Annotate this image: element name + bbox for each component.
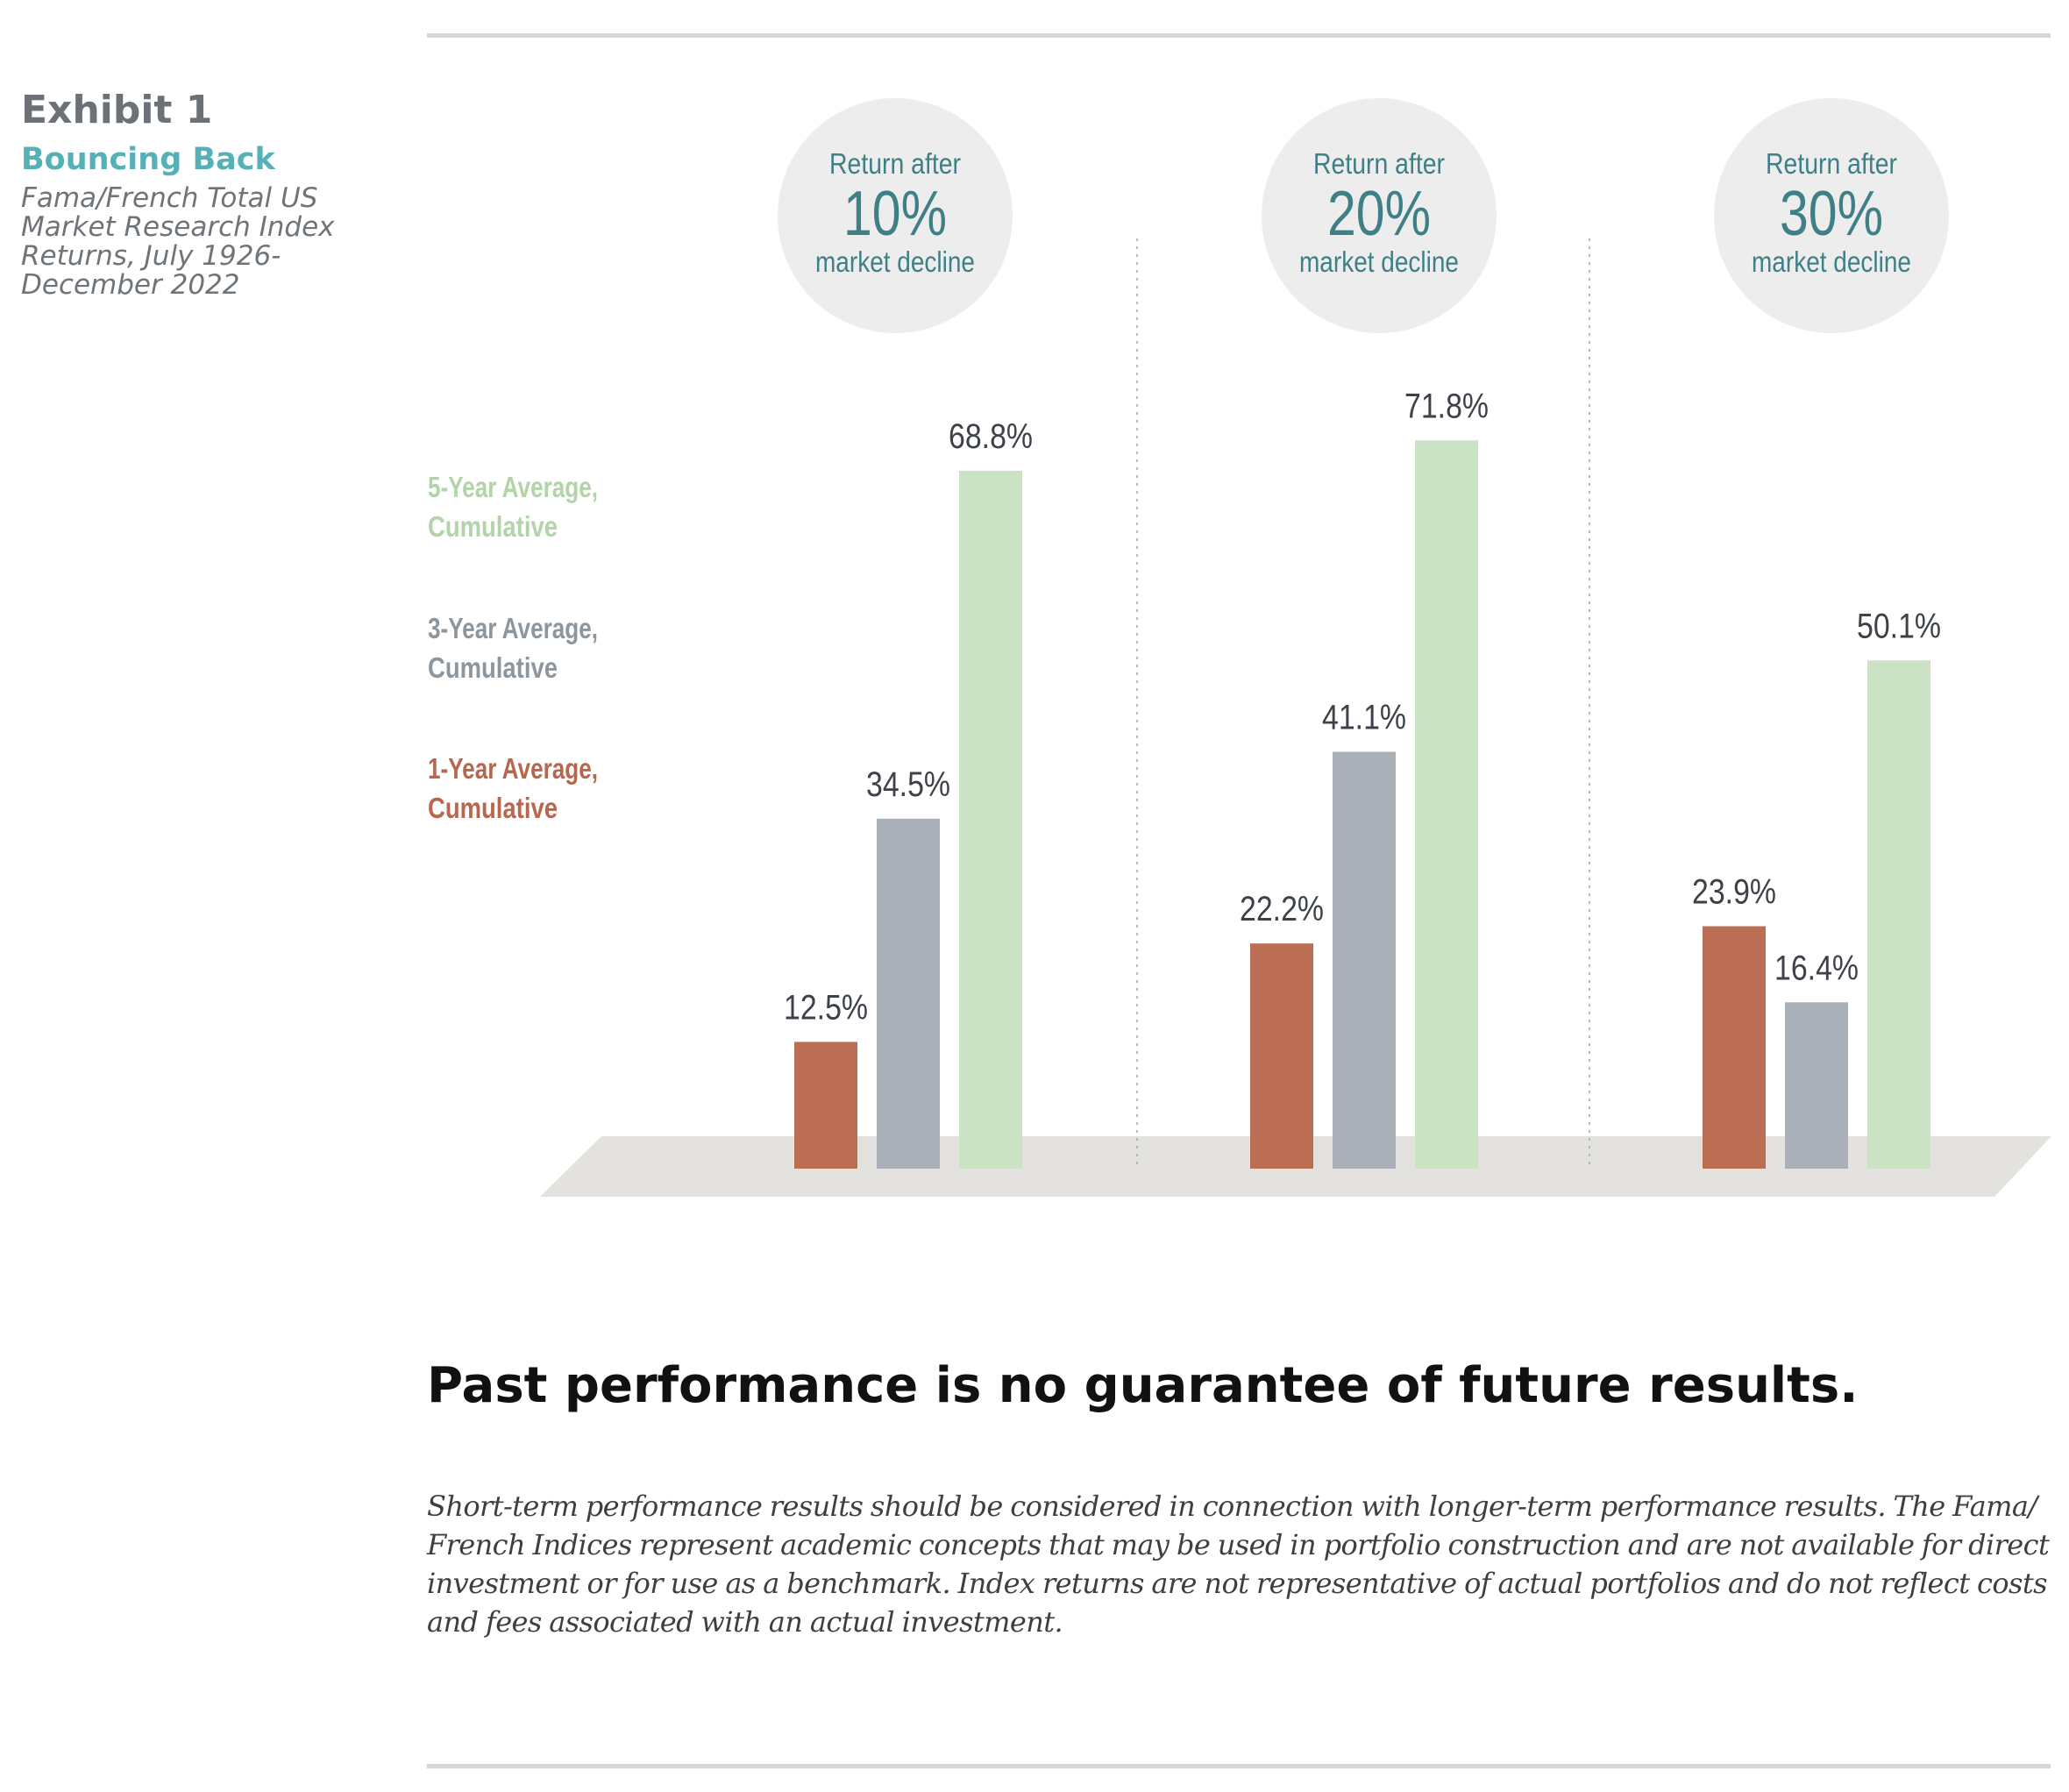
category-bottom-label: market decline [1299, 245, 1459, 278]
bar-s2-g1 [877, 818, 940, 1169]
legend-series-2-line-1: 3-Year Average, [428, 612, 598, 644]
bar-s1-g1 [794, 1042, 857, 1169]
bar-s2-g3 [1785, 1002, 1848, 1169]
value-label-s1-g1: 12.5% [784, 988, 868, 1027]
bar-s3-g2 [1415, 440, 1478, 1169]
legend-series-3-line-2: Cumulative [428, 510, 558, 543]
bottom-divider [427, 1764, 2051, 1768]
category-top-label: Return after [1313, 147, 1445, 180]
value-label-s2-g3: 16.4% [1774, 949, 1859, 987]
legend-series-1-line-2: Cumulative [428, 792, 558, 824]
performance-headline: Past performance is no guarantee of futu… [427, 1357, 1859, 1414]
category-bottom-label: market decline [1752, 245, 1911, 278]
category-circle-3 [1714, 98, 1949, 333]
top-divider [427, 33, 2051, 38]
bar-s3-g3 [1867, 660, 1930, 1169]
category-value-label: 30% [1780, 179, 1883, 249]
exhibit-label: Exhibit 1 [21, 88, 213, 132]
value-label-s3-g3: 50.1% [1857, 607, 1941, 645]
value-label-s1-g3: 23.9% [1692, 872, 1776, 911]
value-label-s2-g1: 34.5% [866, 765, 950, 804]
legend-series-1-line-1: 1-Year Average, [428, 752, 598, 785]
bar-s2-g2 [1333, 751, 1396, 1169]
value-label-s2-g2: 41.1% [1322, 698, 1406, 736]
bar-s1-g2 [1250, 943, 1313, 1169]
category-circle-2 [1262, 98, 1497, 333]
exhibit-source: Fama/French Total US Market Research Ind… [21, 182, 335, 301]
legend-series-3-line-1: 5-Year Average, [428, 471, 598, 503]
category-top-label: Return after [1766, 147, 1897, 180]
value-label-s1-g2: 22.2% [1240, 890, 1324, 928]
value-label-s3-g1: 68.8% [949, 417, 1033, 456]
value-label-s3-g2: 71.8% [1404, 387, 1489, 425]
category-value-label: 20% [1327, 179, 1431, 249]
bar-s1-g3 [1703, 926, 1766, 1169]
category-top-label: Return after [829, 147, 961, 180]
category-circle-1 [778, 98, 1013, 333]
exhibit-title: Bouncing Back [21, 142, 275, 177]
bar-s3-g1 [959, 470, 1022, 1169]
legend-series-2-line-2: Cumulative [428, 651, 558, 684]
disclaimer-text: Short-term performance results should be… [427, 1490, 2050, 1639]
category-bottom-label: market decline [815, 245, 975, 278]
category-value-label: 10% [843, 179, 947, 249]
